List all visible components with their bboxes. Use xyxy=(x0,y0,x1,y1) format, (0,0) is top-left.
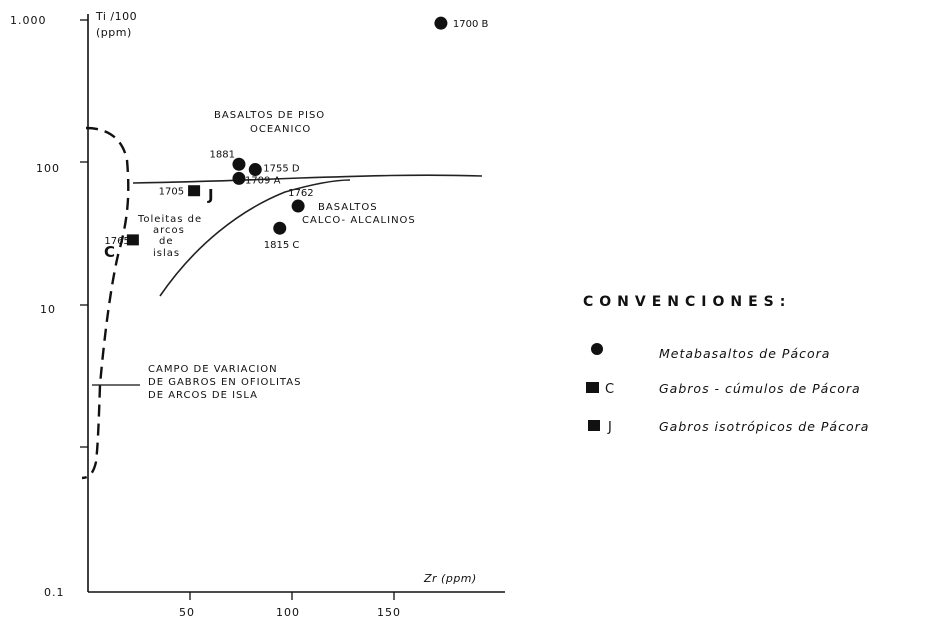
data-label-1762: 1762 xyxy=(288,188,313,199)
point-code-c: C xyxy=(104,243,115,261)
point-code-j: J xyxy=(207,186,214,204)
data-point-1765 xyxy=(126,234,139,246)
legend-square-icon-j xyxy=(588,420,600,431)
boundary-island-arc xyxy=(159,179,351,297)
legend-text-isotropicos: Gabros isotrópicos de Pácora xyxy=(659,419,869,434)
data-label-1709-a: 1709 A xyxy=(245,175,281,186)
data-point-1755-d xyxy=(248,163,262,177)
region-label-toleitas-1: Toleitas de xyxy=(137,214,202,225)
y-axis-label-1: Ti /100 xyxy=(95,10,137,23)
boundary-gabbro-field xyxy=(81,126,130,480)
region-label-toleitas-4: islas xyxy=(153,248,180,259)
x-tick-label-50: 50 xyxy=(179,606,195,619)
data-point-1700-b xyxy=(434,16,448,30)
data-label-1705: 1705 xyxy=(159,187,184,198)
legend-square-icon-c xyxy=(586,382,599,393)
region-label-toleitas-3: de xyxy=(159,236,174,247)
data-point-1762 xyxy=(291,199,305,213)
y-axis-label-2: (ppm) xyxy=(96,26,132,39)
region-label-calco-alcalinos-2: CALCO- ALCALINOS xyxy=(302,215,416,226)
region-label-piso-oceanico-1: BASALTOS DE PISO xyxy=(214,110,325,121)
region-label-toleitas-2: arcos xyxy=(153,225,185,236)
legend-title: CONVENCIONES: xyxy=(583,294,791,310)
data-label-1755-d: 1755 D xyxy=(263,164,300,175)
y-tick-label-10: 10 xyxy=(40,303,56,316)
region-label-piso-oceanico-2: OCEANICO xyxy=(250,124,311,135)
data-label-1881: 1881 xyxy=(210,149,235,160)
boundary-oceanic-floor xyxy=(132,174,483,184)
region-label-campo-2: DE GABROS EN OFIOLITAS xyxy=(148,377,301,388)
y-tick-label-1000: 1.000 xyxy=(10,14,47,27)
data-point-1709-a xyxy=(232,171,246,185)
data-label-1700-b: 1700 B xyxy=(453,19,489,30)
data-label-1815-c: 1815 C xyxy=(264,240,300,251)
legend-text-cumulos: Gabros - cúmulos de Pácora xyxy=(659,381,861,396)
x-tick-label-100: 100 xyxy=(276,606,300,619)
region-label-calco-alcalinos-1: BASALTOS xyxy=(318,202,378,213)
y-tick-label-01: 0.1 xyxy=(44,586,65,599)
data-label-1765: 1765 xyxy=(104,236,129,247)
region-label-campo-3: DE ARCOS DE ISLA xyxy=(148,390,258,401)
x-tick-label-150: 150 xyxy=(377,606,401,619)
legend-code-c: C xyxy=(605,382,615,397)
y-tick-label-100: 100 xyxy=(36,162,60,175)
x-axis-label: Zr (ppm) xyxy=(423,572,477,585)
legend-text-metabasaltos: Metabasaltos de Pácora xyxy=(659,346,830,361)
region-label-campo-1: CAMPO DE VARIACION xyxy=(148,364,278,375)
legend-code-j: J xyxy=(607,420,613,435)
data-point-1881 xyxy=(232,157,246,171)
legend-circle-icon xyxy=(591,343,603,355)
data-point-1705 xyxy=(188,185,201,197)
data-point-1815-c xyxy=(273,221,287,235)
